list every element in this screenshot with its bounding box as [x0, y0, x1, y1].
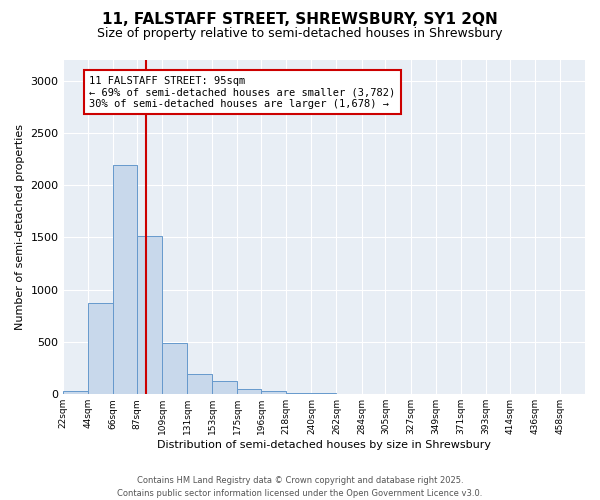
Bar: [63, 392, 88, 394]
Text: Size of property relative to semi-detached houses in Shrewsbury: Size of property relative to semi-detach…: [97, 28, 503, 40]
Bar: [237, 389, 261, 394]
Text: Contains HM Land Registry data © Crown copyright and database right 2025.
Contai: Contains HM Land Registry data © Crown c…: [118, 476, 482, 498]
X-axis label: Distribution of semi-detached houses by size in Shrewsbury: Distribution of semi-detached houses by …: [157, 440, 491, 450]
Bar: [187, 374, 212, 394]
Bar: [212, 382, 237, 394]
Bar: [162, 343, 187, 394]
Bar: [88, 303, 113, 394]
Bar: [137, 236, 162, 394]
Text: 11 FALSTAFF STREET: 95sqm
← 69% of semi-detached houses are smaller (3,782)
30% : 11 FALSTAFF STREET: 95sqm ← 69% of semi-…: [89, 76, 395, 109]
Y-axis label: Number of semi-detached properties: Number of semi-detached properties: [15, 124, 25, 330]
Text: 11, FALSTAFF STREET, SHREWSBURY, SY1 2QN: 11, FALSTAFF STREET, SHREWSBURY, SY1 2QN: [102, 12, 498, 28]
Bar: [286, 393, 311, 394]
Bar: [261, 391, 286, 394]
Bar: [113, 166, 137, 394]
